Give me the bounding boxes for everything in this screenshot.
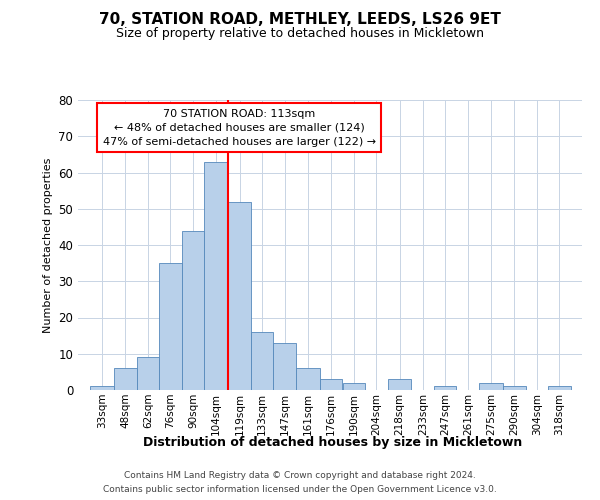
Bar	[251, 332, 273, 390]
Bar	[503, 386, 526, 390]
Bar	[434, 386, 457, 390]
Bar	[548, 386, 571, 390]
Bar	[229, 202, 251, 390]
Bar	[205, 162, 228, 390]
Text: 70, STATION ROAD, METHLEY, LEEDS, LS26 9ET: 70, STATION ROAD, METHLEY, LEEDS, LS26 9…	[99, 12, 501, 28]
Bar	[274, 343, 296, 390]
Text: Contains HM Land Registry data © Crown copyright and database right 2024.: Contains HM Land Registry data © Crown c…	[124, 472, 476, 480]
Text: Distribution of detached houses by size in Mickletown: Distribution of detached houses by size …	[143, 436, 523, 449]
Bar	[320, 379, 343, 390]
Bar	[159, 263, 182, 390]
Y-axis label: Number of detached properties: Number of detached properties	[43, 158, 53, 332]
Bar	[343, 383, 365, 390]
Bar	[182, 230, 204, 390]
Text: 70 STATION ROAD: 113sqm
← 48% of detached houses are smaller (124)
47% of semi-d: 70 STATION ROAD: 113sqm ← 48% of detache…	[103, 108, 376, 146]
Bar	[479, 383, 503, 390]
Bar	[90, 386, 114, 390]
Bar	[296, 368, 320, 390]
Text: Contains public sector information licensed under the Open Government Licence v3: Contains public sector information licen…	[103, 484, 497, 494]
Bar	[388, 379, 412, 390]
Bar	[137, 358, 159, 390]
Text: Size of property relative to detached houses in Mickletown: Size of property relative to detached ho…	[116, 28, 484, 40]
Bar	[114, 368, 137, 390]
